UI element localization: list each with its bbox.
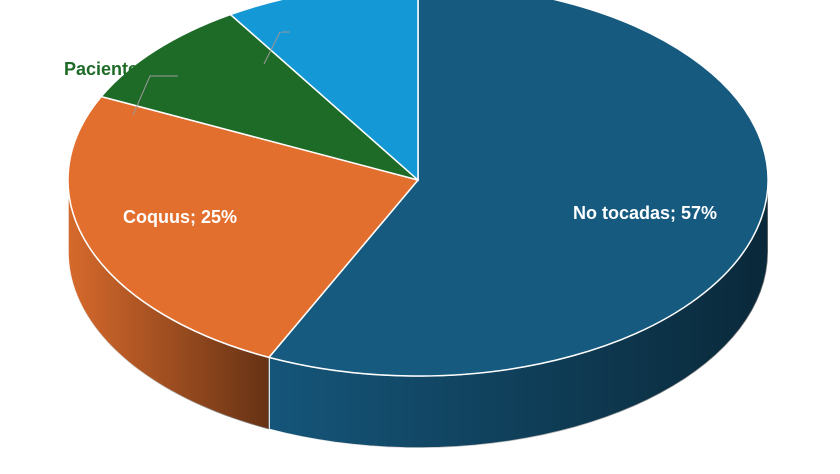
leader-line	[132, 75, 178, 116]
data-label: Enf+Diet; 9%	[255, 16, 366, 36]
leader-line	[263, 31, 290, 65]
pie-slice	[229, 0, 419, 182]
pie-slice	[67, 95, 420, 359]
data-label: Paciente; 9%	[64, 59, 175, 79]
pie-slice	[99, 13, 419, 181]
data-label: Coquus; 25%	[123, 207, 237, 227]
pie-side-shade	[68, 180, 269, 430]
pie-slice	[267, 0, 769, 377]
data-label: No tocadas; 57%	[573, 203, 717, 223]
pie-side-shade	[268, 180, 768, 448]
